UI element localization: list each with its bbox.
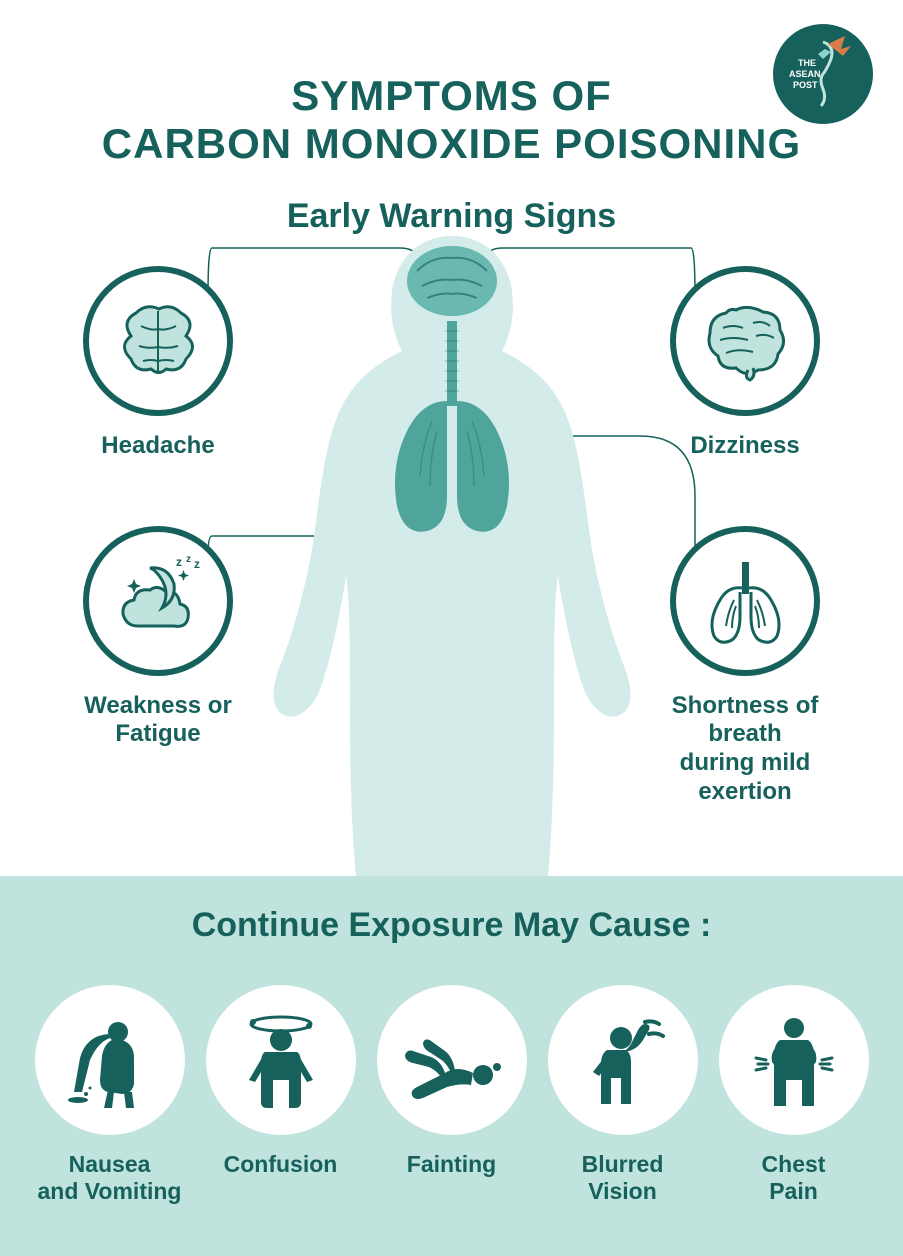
nausea-icon <box>35 985 185 1135</box>
chest-label: ChestPain <box>762 1151 826 1206</box>
exposure-nausea: Nauseaand Vomiting <box>30 985 189 1206</box>
dizziness-icon <box>670 266 820 416</box>
nausea-label: Nauseaand Vomiting <box>38 1151 182 1206</box>
breath-icon <box>670 526 820 676</box>
symptom-dizziness: Dizziness <box>645 266 845 461</box>
chest-icon <box>719 985 869 1135</box>
confusion-label: Confusion <box>224 1151 338 1179</box>
svg-text:THE: THE <box>798 58 816 68</box>
fainting-label: Fainting <box>407 1151 496 1179</box>
symptom-breath: Shortness of breathduring mild exertion <box>645 526 845 807</box>
svg-text:z: z <box>194 557 200 571</box>
continued-exposure-section: Continue Exposure May Cause : Nauseaand … <box>0 876 903 1256</box>
exposure-chest: ChestPain <box>714 985 873 1206</box>
svg-text:z: z <box>176 556 182 569</box>
exposure-items-row: Nauseaand Vomiting Confusion Fainting <box>30 985 873 1206</box>
confusion-icon <box>206 985 356 1135</box>
publisher-logo: THE ASEAN POST <box>773 24 873 124</box>
continued-exposure-title: Continue Exposure May Cause : <box>30 906 873 945</box>
symptom-headache: Headache <box>58 266 258 461</box>
blurred-label: BlurredVision <box>582 1151 664 1206</box>
logo-svg: THE ASEAN POST <box>773 24 873 124</box>
title-line1: SYMPTOMS OF <box>291 72 612 119</box>
exposure-blurred: BlurredVision <box>543 985 702 1206</box>
fatigue-label: Weakness orFatigue <box>84 692 232 750</box>
main-title: SYMPTOMS OF CARBON MONOXIDE POISONING <box>0 0 903 169</box>
headache-icon <box>83 266 233 416</box>
title-line2: CARBON MONOXIDE POISONING <box>102 120 801 167</box>
headache-label: Headache <box>101 432 214 461</box>
early-signs-diagram: Headache Dizziness z z z Weakness orFati… <box>0 236 903 876</box>
svg-text:POST: POST <box>793 80 818 90</box>
exposure-fainting: Fainting <box>372 985 531 1206</box>
fainting-icon <box>377 985 527 1135</box>
exposure-confusion: Confusion <box>201 985 360 1206</box>
subtitle: Early Warning Signs <box>0 197 903 236</box>
dizziness-label: Dizziness <box>690 432 799 461</box>
blurred-icon <box>548 985 698 1135</box>
symptom-fatigue: z z z Weakness orFatigue <box>58 526 258 750</box>
svg-text:z: z <box>186 556 191 565</box>
human-body-icon <box>262 236 642 876</box>
fatigue-icon: z z z <box>83 526 233 676</box>
breath-label: Shortness of breathduring mild exertion <box>645 692 845 807</box>
svg-text:ASEAN: ASEAN <box>789 69 821 79</box>
